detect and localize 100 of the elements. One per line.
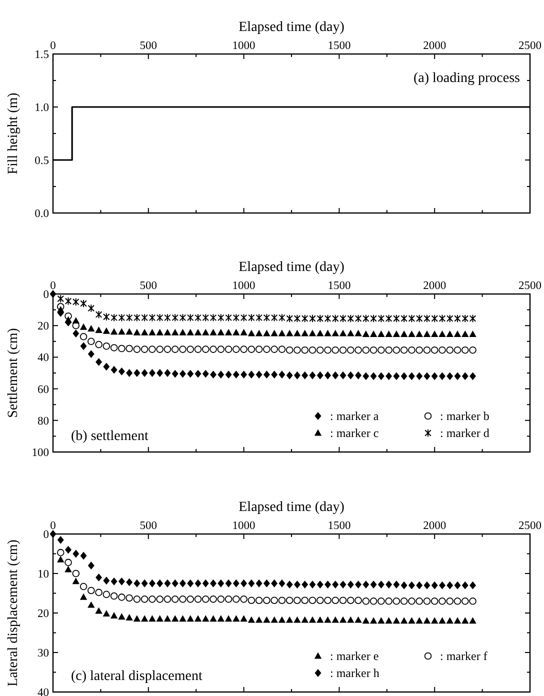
point bbox=[148, 596, 156, 603]
point bbox=[202, 314, 210, 322]
point bbox=[423, 617, 431, 624]
point bbox=[438, 617, 446, 624]
point bbox=[134, 579, 140, 588]
point bbox=[217, 615, 224, 622]
point bbox=[110, 328, 118, 335]
annotation: (c) lateral displacement bbox=[71, 669, 202, 684]
point bbox=[324, 596, 332, 604]
point bbox=[332, 596, 340, 604]
point bbox=[118, 344, 126, 352]
point bbox=[339, 616, 347, 623]
point bbox=[378, 598, 385, 605]
point bbox=[186, 615, 194, 622]
point bbox=[370, 617, 378, 624]
point bbox=[156, 579, 164, 588]
point bbox=[56, 548, 64, 556]
y-tick-label: 1.5 bbox=[34, 49, 50, 62]
point bbox=[118, 577, 125, 586]
point bbox=[232, 314, 240, 322]
point bbox=[187, 370, 194, 378]
point bbox=[385, 617, 392, 624]
point bbox=[72, 298, 80, 306]
point bbox=[454, 372, 461, 380]
point bbox=[354, 346, 362, 354]
point bbox=[64, 558, 72, 566]
point bbox=[462, 330, 469, 337]
point bbox=[110, 577, 118, 586]
point bbox=[400, 372, 408, 380]
point bbox=[347, 371, 354, 380]
point bbox=[256, 370, 262, 379]
point bbox=[393, 314, 400, 323]
point bbox=[339, 596, 347, 604]
point bbox=[454, 598, 462, 605]
point bbox=[179, 328, 186, 336]
point bbox=[286, 616, 294, 623]
point bbox=[362, 346, 370, 354]
point bbox=[324, 371, 331, 380]
point bbox=[286, 330, 294, 336]
point bbox=[446, 617, 454, 624]
point bbox=[126, 594, 133, 602]
point bbox=[164, 579, 171, 588]
point bbox=[270, 314, 278, 322]
y-tick-label: 0.0 bbox=[34, 208, 50, 220]
point bbox=[309, 371, 316, 380]
point bbox=[416, 581, 423, 590]
point bbox=[400, 598, 408, 605]
point bbox=[95, 588, 102, 596]
point bbox=[217, 346, 225, 353]
point bbox=[263, 314, 270, 322]
point bbox=[164, 328, 172, 336]
point bbox=[470, 581, 476, 590]
point bbox=[339, 346, 347, 354]
point bbox=[438, 581, 446, 590]
y-tick-label: 10 bbox=[38, 568, 50, 581]
point bbox=[462, 372, 468, 380]
point bbox=[378, 580, 384, 589]
point bbox=[340, 314, 346, 323]
point bbox=[438, 346, 446, 354]
point bbox=[57, 294, 64, 303]
point bbox=[240, 579, 248, 588]
point bbox=[416, 372, 423, 380]
point bbox=[347, 596, 354, 604]
point bbox=[194, 370, 202, 378]
x-tick-label: 1500 bbox=[328, 40, 351, 52]
point bbox=[141, 579, 148, 588]
point bbox=[110, 366, 118, 374]
legend-label: : marker b bbox=[440, 409, 490, 424]
point bbox=[354, 330, 362, 336]
point bbox=[332, 616, 339, 623]
point bbox=[392, 617, 400, 624]
y-tick-label: 0 bbox=[43, 529, 50, 542]
point bbox=[57, 556, 64, 562]
point bbox=[232, 615, 240, 622]
y-tick-label: 0 bbox=[43, 289, 50, 302]
point bbox=[110, 314, 118, 322]
point bbox=[96, 358, 102, 366]
point bbox=[469, 617, 476, 624]
point bbox=[294, 346, 301, 354]
point bbox=[156, 314, 164, 322]
point bbox=[438, 330, 446, 337]
point bbox=[446, 314, 454, 323]
point bbox=[171, 346, 179, 353]
point bbox=[88, 324, 95, 332]
point bbox=[270, 596, 278, 604]
point bbox=[186, 596, 194, 603]
point bbox=[148, 615, 156, 622]
point bbox=[232, 596, 240, 603]
point bbox=[286, 371, 293, 380]
point bbox=[186, 314, 194, 322]
point bbox=[134, 369, 140, 377]
point bbox=[454, 314, 461, 323]
point bbox=[164, 346, 172, 353]
point bbox=[148, 579, 156, 588]
point bbox=[248, 596, 256, 604]
x-tick-label: 1000 bbox=[232, 40, 256, 52]
point bbox=[461, 598, 469, 605]
point bbox=[354, 596, 362, 604]
point bbox=[316, 616, 324, 623]
point bbox=[248, 579, 255, 588]
